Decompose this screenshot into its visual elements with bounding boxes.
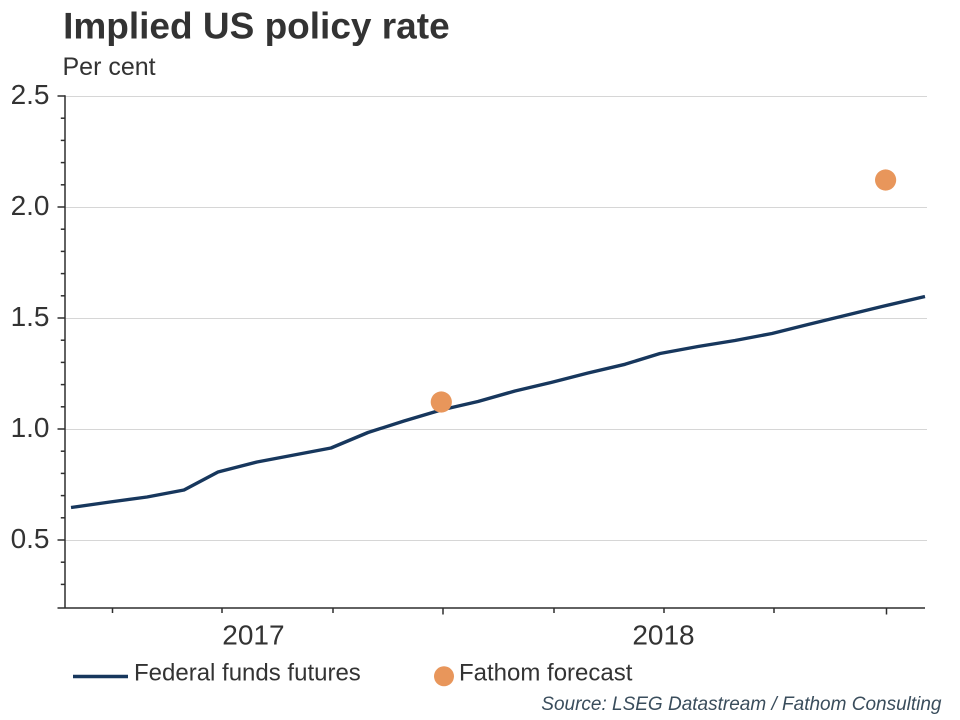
svg-text:2018: 2018 [632, 619, 694, 650]
svg-text:Source: LSEG Datastream / Fath: Source: LSEG Datastream / Fathom Consult… [541, 694, 942, 715]
svg-text:Per cent: Per cent [63, 53, 156, 81]
svg-text:Implied US policy rate: Implied US policy rate [63, 5, 450, 46]
svg-text:0.5: 0.5 [11, 523, 50, 554]
svg-text:Federal funds futures: Federal funds futures [134, 660, 361, 687]
svg-text:Fathom forecast: Fathom forecast [459, 660, 633, 687]
svg-text:2.5: 2.5 [11, 79, 50, 110]
svg-text:2017: 2017 [222, 619, 284, 650]
svg-text:1.5: 1.5 [11, 301, 50, 332]
svg-text:1.0: 1.0 [11, 412, 50, 443]
svg-text:2.0: 2.0 [11, 190, 50, 221]
